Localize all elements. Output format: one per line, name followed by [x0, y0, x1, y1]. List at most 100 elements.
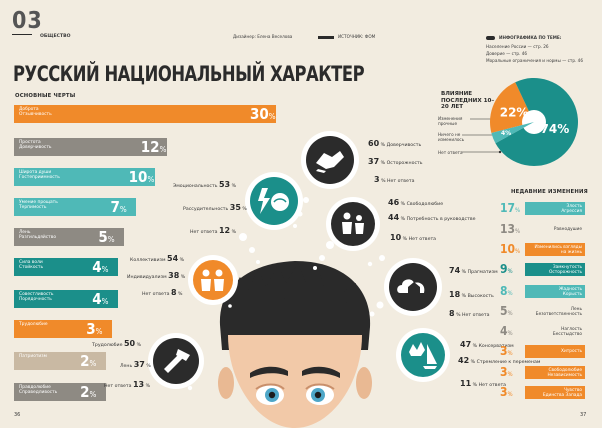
stat-value: 37 [368, 157, 380, 166]
stat-item: Нет ответа 12 % [190, 226, 236, 235]
trait-label-line-2: Гостеприимность [19, 175, 60, 181]
stat-item: 18 % Высокость [449, 290, 494, 299]
stat-value: 60 [368, 139, 380, 148]
trait-label-line-1: Совестливость [19, 292, 54, 297]
trait-value-unit: % [268, 112, 276, 121]
change-value-unit: % [507, 310, 513, 317]
stat-item: Лень 37 % [120, 360, 151, 369]
change-label: Хитрость [525, 349, 582, 354]
trait-label: Лень Разгильдяйство [19, 230, 56, 241]
issue-rule [12, 34, 32, 35]
topic-line-3: Моральные ограничения и нормы — стр. 46 [486, 58, 584, 63]
trait-value-unit: % [119, 205, 127, 214]
change-value-unit: % [515, 228, 521, 235]
change-label-line-2: Осторожность [549, 269, 582, 275]
change-value-number: 8 [500, 284, 508, 298]
trait-row: Правдолюбие Справедливость 2% [14, 383, 107, 401]
stat-item: Нет ответа 13 % [104, 380, 150, 389]
stat-value: 8 [449, 309, 455, 318]
stat-text: Лень [120, 364, 134, 369]
stat-unit: % [460, 294, 468, 299]
change-value: 3% [500, 385, 513, 399]
trait-bar [14, 228, 125, 246]
stat-item: Индивидуализм 38 % [127, 271, 185, 280]
stat-text: Доверчивость [386, 143, 422, 148]
trait-value-unit: % [89, 390, 97, 399]
stat-unit: % [379, 179, 388, 184]
trait-label: Сила воли Стойкость [19, 260, 43, 271]
stat-unit: % [144, 384, 151, 389]
change-label: Равнодушие [525, 227, 582, 232]
change-label-line-1: Изменились взгляды [534, 244, 582, 250]
stat-item: 3 % Нет ответа [374, 175, 415, 184]
trait-value: 5% [98, 228, 114, 249]
change-value: 10% [500, 242, 520, 256]
stat-text: Высокость [467, 294, 494, 299]
stat-value: 12 [218, 226, 231, 235]
topic-line-2: Доверие — стр. 46 [486, 51, 528, 56]
trait-label: Умение прощать Терпимость [19, 200, 58, 211]
stat-item: 46 % Свободолюбие [388, 198, 443, 207]
stat-value: 47 [460, 340, 472, 349]
stat-text: Нет ответа [190, 230, 219, 235]
stat-text: Свободолюбие [406, 202, 444, 207]
trait-value: 4% [92, 290, 108, 311]
change-label-line-2: на жизнь [560, 249, 582, 255]
stat-value: 42 [458, 356, 470, 365]
stat-value: 38 [168, 271, 180, 280]
trait-value-unit: % [95, 327, 103, 336]
change-bar [525, 285, 585, 298]
trait-value-number: 12 [140, 138, 160, 156]
trait-row: Сила воли Стойкость 4% [14, 258, 119, 279]
stat-item: Рассудительность 35 % [183, 203, 247, 212]
page-title: РУССКИЙ НАЦИОНАЛЬНЫЙ ХАРАКТЕР [13, 62, 365, 86]
stat-unit: % [399, 202, 407, 207]
trait-label: Совестливость Порядочность [19, 292, 54, 303]
change-label-line-1: Чувство [563, 387, 582, 393]
stat-item: Эмоциональность 53 % [173, 180, 236, 189]
stat-unit: % [144, 364, 151, 369]
stat-value: 44 [388, 213, 400, 222]
stat-text: Потребность в руководстве [406, 217, 476, 222]
change-label-line-1: Равнодушие [553, 227, 582, 232]
change-value: 17% [500, 201, 520, 215]
bubble-emotion [245, 172, 303, 230]
change-bar [525, 202, 585, 215]
trait-bar [14, 352, 107, 370]
trait-bar [14, 105, 276, 123]
trait-value-number: 4 [92, 290, 102, 308]
trait-value-number: 4 [92, 258, 102, 276]
source-credit: ИСТОЧНИК: ФОМ [338, 34, 376, 39]
pie-slice-label: 4% [501, 130, 511, 137]
change-label-line-2: Безответственность [535, 311, 582, 317]
change-value: 5% [500, 304, 513, 318]
pie-slice-label: 74% [541, 122, 570, 136]
trait-value-unit: % [147, 175, 155, 184]
change-label: Наглость Бесстыдство [525, 327, 582, 337]
stat-item: 37 % Осторожность [368, 157, 423, 166]
trait-label-line-1: Правдолюбие [19, 385, 51, 390]
trait-bar [14, 290, 119, 308]
changes-title: НЕДАВНИЕ ИЗМЕНЕНИЯ [511, 189, 588, 195]
trait-value-unit: % [107, 235, 115, 244]
change-label-line-1: Свободолюбие [548, 367, 583, 373]
change-value-number: 4 [500, 324, 508, 338]
change-label-line-1: Жадность [558, 286, 582, 292]
change-label-line-1: Замкнутость [552, 264, 582, 270]
change-value-unit: % [515, 248, 521, 255]
change-value-number: 3 [500, 385, 508, 399]
trait-label-line-1: Сила воли [19, 260, 43, 265]
stat-unit: % [179, 275, 186, 280]
trait-bar [14, 383, 107, 401]
bubble-freedom [326, 197, 380, 251]
trait-label-line-1: Патриотизм [19, 354, 47, 359]
trait-value: 4% [92, 258, 108, 279]
change-label-line-2: Единства Запада [542, 392, 582, 398]
figures-icon [342, 212, 364, 234]
trait-bar [14, 168, 155, 186]
trait-row: Широта души Гостеприимность 10% [14, 168, 155, 186]
trait-value: 3% [86, 320, 102, 341]
trait-bar [14, 198, 137, 216]
trait-value-number: 30 [250, 105, 269, 123]
influence-legend-2: Нет ответа [438, 150, 463, 155]
